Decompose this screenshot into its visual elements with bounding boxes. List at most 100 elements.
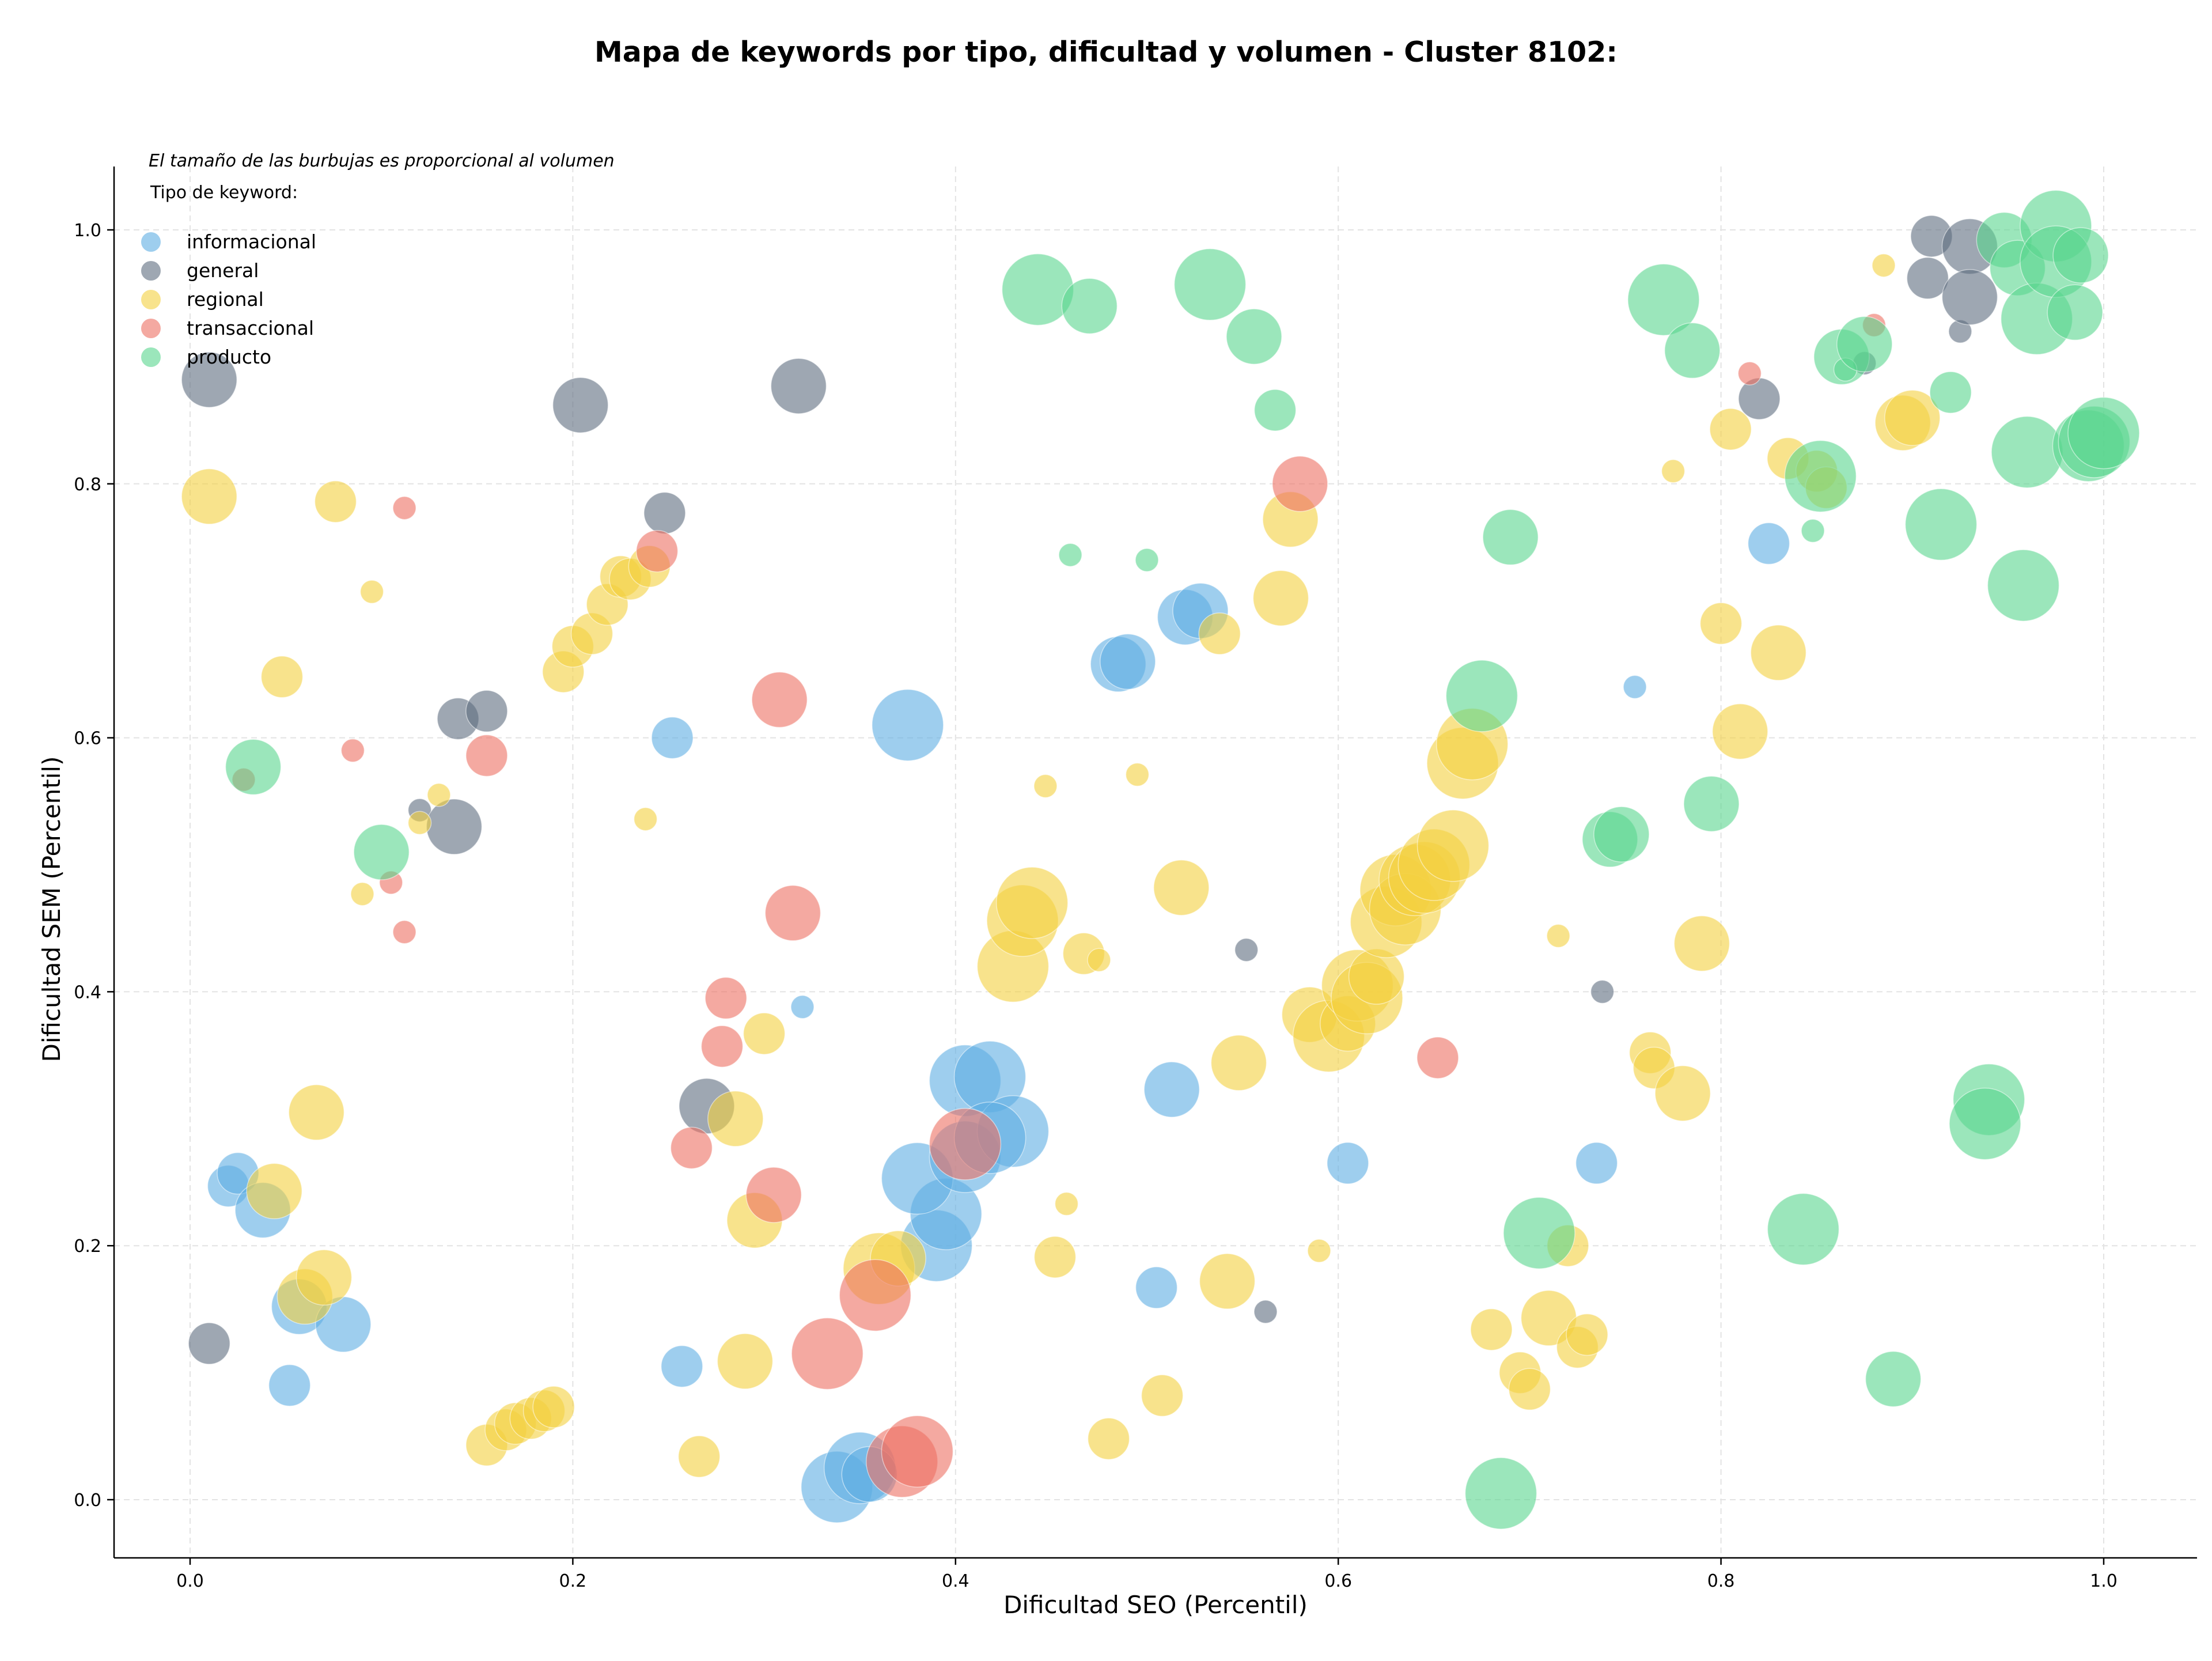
x-tick-label: 0.4	[942, 1571, 969, 1591]
bubble-regional	[1712, 703, 1768, 760]
bubbles	[181, 190, 2140, 1530]
bubble-regional	[1054, 1191, 1079, 1216]
bubble-producto	[1627, 263, 1700, 336]
bubble-regional	[677, 1435, 721, 1478]
bubble-regional	[1872, 253, 1896, 278]
legend-label-general: general	[187, 259, 259, 282]
bubble-producto	[1801, 519, 1825, 543]
bubble-transaccional	[764, 885, 821, 941]
bubble-informacional	[661, 1345, 703, 1388]
legend-marker-general	[141, 261, 161, 281]
bubble-general	[1941, 269, 1998, 326]
bubble-producto	[1503, 1197, 1575, 1269]
bubble-regional	[1508, 1368, 1551, 1411]
bubble-regional	[1033, 774, 1058, 799]
bubble-producto	[1991, 415, 2063, 489]
bubble-transaccional	[929, 1108, 1002, 1181]
bubble-regional	[995, 867, 1069, 939]
bubble-regional	[1348, 948, 1405, 1005]
y-tick-label: 0.2	[74, 1236, 101, 1257]
legend: Tipo de keyword: informacional general reg…	[141, 183, 316, 368]
bubble-general	[1906, 257, 1949, 300]
bubble-regional	[359, 580, 384, 604]
bubble-informacional	[1623, 675, 1647, 699]
bubble-regional	[1470, 1308, 1513, 1351]
bubble-regional	[1750, 625, 1807, 681]
bubble-producto	[225, 739, 282, 796]
bubble-transaccional	[700, 1025, 744, 1068]
legend-marker-producto	[141, 347, 161, 367]
bubble-transaccional	[670, 1126, 713, 1170]
bubble-producto	[1593, 806, 1650, 862]
bubble-informacional	[268, 1364, 311, 1407]
bubble-transaccional	[704, 977, 747, 1020]
chart-title: Mapa de keywords por tipo, dificultad y …	[594, 36, 1618, 69]
y-tick-label: 1.0	[74, 221, 101, 241]
bubble-regional	[427, 783, 451, 807]
bubble-informacional	[1100, 633, 1156, 690]
bubble-regional	[1699, 602, 1743, 645]
bubble-transaccional	[465, 734, 508, 777]
bubble-regional	[1566, 1313, 1608, 1356]
bubble-producto	[1445, 660, 1518, 732]
y-axis-label: Dificultad SEM (Percentil)	[37, 756, 66, 1062]
bubble-regional	[1654, 1065, 1711, 1122]
bubble-transaccional	[791, 1317, 863, 1390]
bubble-producto	[1226, 308, 1282, 365]
bubble-regional	[1141, 1374, 1184, 1417]
bubble-informacional	[872, 688, 944, 762]
bubble-transaccional	[392, 495, 416, 520]
bubble-informacional	[651, 716, 694, 759]
y-tick-label: 0.4	[74, 982, 101, 1002]
bubble-producto	[1865, 1350, 1922, 1408]
legend-marker-transaccional	[141, 319, 161, 338]
bubble-regional	[707, 1091, 764, 1147]
bubble-general	[426, 799, 483, 855]
bubble-regional	[260, 656, 304, 698]
bubble-producto	[2052, 227, 2109, 283]
bubble-general	[1234, 937, 1259, 962]
bubble-informacional	[1747, 522, 1790, 565]
bubble-general	[1253, 1300, 1278, 1324]
bubble-regional	[1210, 1035, 1267, 1091]
x-tick-label: 0.0	[176, 1571, 204, 1591]
bubble-transaccional	[1416, 1036, 1459, 1079]
bubble-producto	[1173, 248, 1247, 321]
y-tick-label: 0.6	[74, 729, 101, 749]
bubble-informacional	[790, 995, 815, 1019]
legend-marker-regional	[141, 290, 161, 309]
bubble-general	[188, 1322, 230, 1365]
bubble-regional	[407, 811, 432, 835]
bubble-regional	[1199, 1253, 1256, 1310]
bubble-transaccional	[1272, 456, 1328, 512]
bubble-regional	[246, 1163, 302, 1220]
bubble-transaccional	[745, 1167, 802, 1223]
bubble-general	[181, 351, 237, 408]
bubble-transaccional	[392, 920, 416, 944]
bubble-producto	[1683, 775, 1740, 832]
series-producto	[225, 190, 2140, 1530]
bubble-regional	[532, 1386, 575, 1428]
bubble-producto	[1929, 371, 1972, 414]
bubble-regional	[288, 1084, 345, 1141]
bubble-producto	[1836, 316, 1893, 373]
bubble-general	[465, 690, 508, 733]
bubble-transaccional	[340, 738, 365, 763]
x-tick-label: 0.8	[1707, 1571, 1735, 1591]
bubble-producto	[1949, 1087, 2021, 1160]
axes: 0.0 0.2 0.4 0.6 0.8 1.0 0.0 0.2 0.4 0.6 0.8 1.0	[74, 167, 2197, 1591]
bubble-regional	[1125, 762, 1150, 787]
legend-label-producto: producto	[187, 346, 271, 368]
bubble-producto	[353, 824, 410, 880]
bubble-size-note: El tamaño de las burbujas es proporciona…	[149, 151, 615, 171]
x-axis-label: Dificultad SEO (Percentil)	[1003, 1591, 1308, 1619]
legend-marker-informacional	[141, 232, 161, 252]
bubble-transaccional	[1737, 361, 1762, 385]
series-regional	[181, 253, 1941, 1478]
x-tick-label: 0.6	[1324, 1571, 1352, 1591]
bubble-general	[643, 491, 686, 535]
bubble-regional	[1709, 408, 1752, 451]
bubble-producto	[1135, 548, 1159, 572]
bubble-general	[770, 358, 827, 414]
bubble-informacional	[1327, 1142, 1369, 1185]
